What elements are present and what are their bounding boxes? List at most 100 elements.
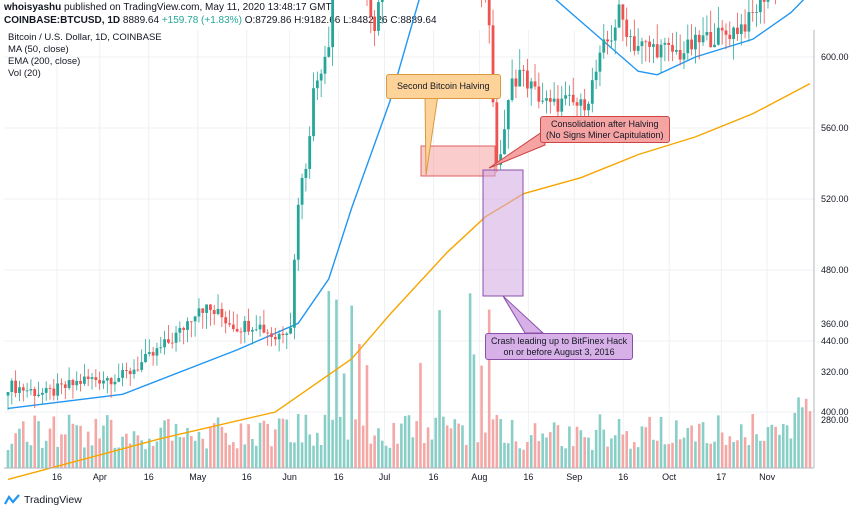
candle-body bbox=[613, 27, 617, 41]
volume-bar bbox=[617, 418, 621, 468]
candle-body bbox=[174, 332, 178, 343]
candle-body bbox=[629, 36, 632, 38]
candle-body bbox=[560, 98, 564, 112]
volume-bar bbox=[789, 438, 793, 468]
last-price: 8889.64 bbox=[122, 15, 160, 26]
volume-bar bbox=[541, 433, 544, 468]
volume-bar bbox=[552, 422, 556, 468]
legend-vol[interactable]: Vol (20) bbox=[8, 68, 41, 79]
candle-body bbox=[296, 204, 300, 260]
volume-bar bbox=[571, 446, 575, 468]
crash-line-2: on or before August 3, 2016 bbox=[503, 346, 615, 357]
volume-bar bbox=[281, 418, 285, 468]
legend-title: Bitcoin / U.S. Dollar, 1D, COINBASE bbox=[8, 32, 162, 43]
volume-bar bbox=[556, 425, 560, 468]
candle-body bbox=[331, 0, 335, 48]
volume-bar bbox=[148, 438, 151, 468]
vol-tick-label: 360.00 bbox=[821, 319, 849, 329]
volume-bar bbox=[338, 416, 342, 468]
y-tick-label: 480.00 bbox=[821, 265, 849, 275]
candle-body bbox=[308, 136, 312, 169]
volume-bar bbox=[675, 420, 678, 468]
volume-bar bbox=[629, 448, 632, 468]
volume-bar bbox=[29, 445, 33, 468]
candle-body bbox=[48, 388, 52, 389]
candle-body bbox=[14, 380, 18, 394]
consolidation-note: Consolidation after Halving (No Signs Mi… bbox=[540, 116, 670, 143]
candle-body bbox=[610, 40, 613, 42]
x-tick-label: 16 bbox=[523, 472, 533, 482]
volume-bar bbox=[762, 440, 766, 468]
candle-body bbox=[40, 392, 44, 395]
volume-bar bbox=[102, 425, 105, 468]
candle-body bbox=[243, 320, 247, 333]
volume-bar bbox=[361, 425, 365, 468]
volume-bar bbox=[445, 425, 449, 468]
x-tick-label: Jul bbox=[379, 472, 391, 482]
volume-bar bbox=[461, 425, 464, 468]
candle-body bbox=[167, 339, 170, 343]
volume-bar bbox=[411, 437, 415, 468]
candle-body bbox=[377, 2, 380, 31]
x-tick-label: Aug bbox=[471, 472, 487, 482]
volume-bar bbox=[243, 444, 247, 468]
volume-bar bbox=[197, 431, 201, 468]
publish-info: whoisyashu published on TradingView.com,… bbox=[4, 2, 332, 13]
volume-bar bbox=[56, 446, 59, 468]
volume-bar bbox=[808, 411, 812, 468]
candle-body bbox=[117, 377, 121, 382]
volume-bar bbox=[33, 415, 37, 468]
volume-bar bbox=[270, 446, 273, 468]
volume-bar bbox=[388, 447, 392, 468]
volume-bar bbox=[449, 428, 453, 468]
volume-bar bbox=[644, 427, 648, 468]
candle-body bbox=[277, 333, 281, 340]
volume-bar bbox=[300, 442, 304, 468]
y-tick-label: 440.00 bbox=[821, 336, 849, 346]
candle-body bbox=[63, 384, 67, 388]
volume-bar bbox=[277, 418, 281, 468]
volume-bar bbox=[373, 435, 376, 468]
candle-body bbox=[323, 56, 327, 74]
volume-bar bbox=[442, 416, 445, 468]
y-tick-label: 400.00 bbox=[821, 407, 849, 417]
candle-body bbox=[590, 80, 594, 104]
publish-date: published on TradingView.com, May 11, 20… bbox=[64, 2, 332, 13]
volume-bar bbox=[346, 439, 350, 468]
volume-bar bbox=[419, 362, 422, 468]
y-tick-label: 600.00 bbox=[821, 52, 849, 62]
candle-body bbox=[739, 24, 743, 35]
volume-bar bbox=[713, 441, 716, 468]
legend-ema[interactable]: EMA (200, close) bbox=[8, 56, 81, 67]
volume-bar bbox=[755, 434, 758, 468]
volume-bar bbox=[63, 434, 67, 468]
legend-ma[interactable]: MA (50, close) bbox=[8, 44, 69, 55]
candle-body bbox=[655, 44, 659, 58]
candle-body bbox=[216, 308, 220, 314]
candle-body bbox=[6, 392, 10, 396]
candle-body bbox=[571, 94, 575, 103]
candle-body bbox=[705, 31, 709, 36]
candle-body bbox=[170, 342, 174, 344]
author[interactable]: whoisyashu bbox=[4, 2, 62, 13]
volume-bar bbox=[170, 440, 174, 468]
candle-body bbox=[716, 27, 720, 45]
tradingview-brand[interactable]: TradingView bbox=[4, 492, 82, 508]
candle-body bbox=[751, 12, 755, 13]
volume-bar bbox=[10, 443, 14, 468]
volume-bar bbox=[392, 422, 396, 468]
candle-body bbox=[182, 327, 186, 330]
volume-bar bbox=[495, 414, 499, 468]
volume-bar bbox=[438, 310, 441, 468]
candle-body bbox=[262, 324, 266, 333]
volume-bar bbox=[759, 440, 762, 468]
candle-body bbox=[327, 47, 331, 57]
volume-bar bbox=[587, 437, 590, 468]
candle-body bbox=[491, 25, 495, 103]
volume-bar bbox=[640, 426, 644, 468]
volume-bar bbox=[48, 428, 52, 468]
x-tick-label: 17 bbox=[716, 472, 726, 482]
candle-body bbox=[510, 78, 514, 101]
volume-bar bbox=[655, 440, 659, 468]
